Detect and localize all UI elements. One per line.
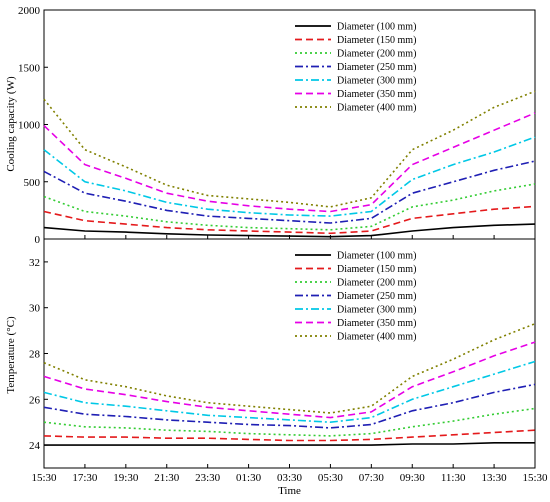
legend-bottom: Diameter (100 mm) Diameter (150 mm) Diamet… xyxy=(295,251,416,343)
legend-top: Diameter (100 mm) Diameter (150 mm) Diamet… xyxy=(295,22,416,114)
series-line-0-1 xyxy=(43,205,536,235)
x-axis-ticks: 15:30 17:30 19:30 21:30 23:30 01:30 03:30 05:30… xyxy=(31,235,548,484)
panel-frame-top xyxy=(43,9,536,240)
panel-temperature: 24 26 28 30 32 Diameter (100 mm) Diameter (15… xyxy=(5,238,536,469)
y-tick-label-0-0: 0 xyxy=(35,234,41,246)
y-tick-label-1-1: 26 xyxy=(29,394,41,406)
x-tick-label-10: 11:30 xyxy=(441,472,466,484)
legend-label-1-6: Diameter (400 mm) xyxy=(337,332,416,343)
series-line-0-6 xyxy=(43,90,536,208)
series-line-1-5 xyxy=(43,341,536,419)
legend-label-0-6: Diameter (400 mm) xyxy=(337,103,416,114)
x-tick-label-1: 17:30 xyxy=(72,472,98,484)
series-line-0-4 xyxy=(43,136,536,217)
x-tick-label-8: 07:30 xyxy=(359,472,385,484)
y-tick-label-0-4: 2000 xyxy=(18,5,41,17)
x-tick-label-0: 15:30 xyxy=(31,472,57,484)
x-axis-title: Time xyxy=(278,485,301,497)
series-line-1-0 xyxy=(44,441,535,446)
series-line-0-2 xyxy=(43,183,536,231)
y-tick-label-0-1: 500 xyxy=(24,177,41,189)
legend-label-1-1: Diameter (150 mm) xyxy=(337,264,416,275)
y-tick-label-1-0: 24 xyxy=(29,440,41,452)
legend-label-1-3: Diameter (250 mm) xyxy=(337,291,416,302)
legend-label-0-4: Diameter (300 mm) xyxy=(337,76,416,87)
x-tick-label-3: 21:30 xyxy=(154,472,180,484)
y-tick-label-1-4: 32 xyxy=(29,257,40,269)
x-tick-label-7: 05:30 xyxy=(318,472,344,484)
series-line-0-3 xyxy=(43,160,536,224)
x-tick-label-12: 15:30 xyxy=(522,472,548,484)
legend-label-1-5: Diameter (350 mm) xyxy=(337,318,416,329)
series-lines-bottom xyxy=(43,322,536,446)
x-tick-label-6: 03:30 xyxy=(277,472,303,484)
panel-frame-bottom xyxy=(43,238,536,469)
x-tick-label-2: 19:30 xyxy=(113,472,139,484)
legend-label-0-0: Diameter (100 mm) xyxy=(337,22,416,33)
legend-label-0-3: Diameter (250 mm) xyxy=(337,62,416,73)
series-lines-top xyxy=(43,90,536,238)
x-tick-label-5: 01:30 xyxy=(236,472,262,484)
legend-label-1-4: Diameter (300 mm) xyxy=(337,305,416,316)
legend-label-1-2: Diameter (200 mm) xyxy=(337,278,416,289)
x-tick-label-4: 23:30 xyxy=(195,472,221,484)
x-tick-label-9: 09:30 xyxy=(400,472,426,484)
y-axis-title-top: Cooling capacity (W) xyxy=(5,76,17,172)
y-tick-label-0-2: 1000 xyxy=(18,120,41,132)
series-line-1-6 xyxy=(43,322,536,414)
series-line-1-1 xyxy=(43,429,536,442)
y-ticks-top: 0 500 1000 1500 2000 xyxy=(18,5,48,246)
series-line-1-3 xyxy=(43,383,536,429)
x-tick-label-11: 13:30 xyxy=(482,472,508,484)
y-axis-title-bottom: Temperature (°C) xyxy=(5,316,17,394)
legend-label-0-2: Diameter (200 mm) xyxy=(337,49,416,60)
y-tick-label-0-3: 1500 xyxy=(18,62,41,74)
legend-label-0-1: Diameter (150 mm) xyxy=(337,35,416,46)
series-line-1-2 xyxy=(43,407,536,437)
y-tick-label-1-2: 28 xyxy=(29,349,41,361)
legend-label-0-5: Diameter (350 mm) xyxy=(337,89,416,100)
series-line-0-5 xyxy=(43,112,536,213)
legend-label-1-0: Diameter (100 mm) xyxy=(337,251,416,262)
series-line-1-4 xyxy=(43,360,536,424)
series-line-0-0 xyxy=(43,223,536,238)
y-tick-label-1-3: 30 xyxy=(29,303,41,315)
